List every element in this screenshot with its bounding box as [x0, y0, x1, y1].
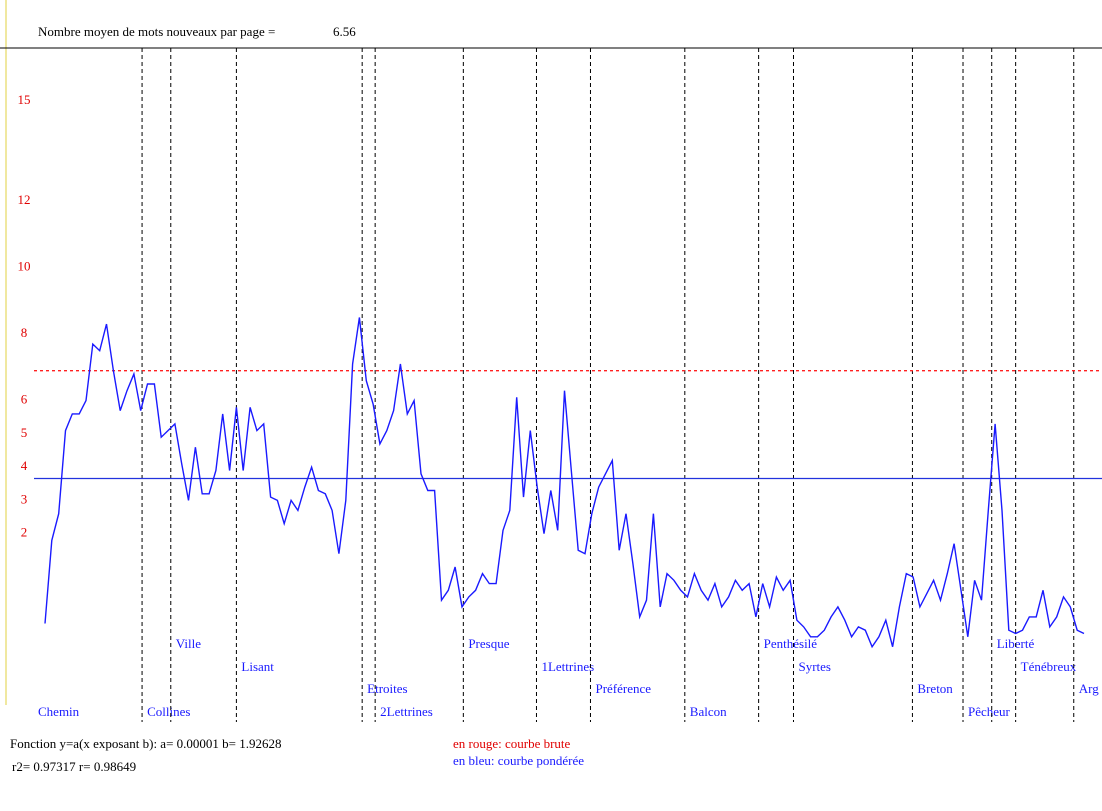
section-label: Collines	[147, 704, 190, 719]
y-tick-label: 4	[21, 458, 28, 473]
y-tick-label: 5	[21, 425, 28, 440]
section-label: Pêcheur	[968, 704, 1011, 719]
section-label: Préférence	[595, 681, 651, 696]
data-line	[45, 318, 1084, 647]
section-label: Penthésilé	[764, 636, 818, 651]
y-tick-label: 10	[18, 259, 31, 274]
section-label: Presque	[468, 636, 509, 651]
y-tick-label: 6	[21, 392, 28, 407]
legend-red: en rouge: courbe brute	[453, 736, 571, 751]
section-label: 1Lettrines	[541, 659, 594, 674]
function-text: Fonction y=a(x exposant b): a= 0.00001 b…	[10, 736, 282, 751]
section-label: Lisant	[241, 659, 274, 674]
section-label: Ténébreux	[1021, 659, 1077, 674]
section-label: Arg	[1079, 681, 1099, 696]
legend-blue: en bleu: courbe pondérée	[453, 753, 584, 768]
section-label: Etroites	[367, 681, 407, 696]
y-tick-label: 8	[21, 325, 28, 340]
section-label: Breton	[917, 681, 953, 696]
r-text: r2= 0.97317 r= 0.98649	[12, 759, 136, 774]
page: {"chart_data": { "type": "line", "mean_l…	[0, 0, 1102, 811]
y-tick-label: 2	[21, 525, 28, 540]
mean-label: Nombre moyen de mots nouveaux par page =	[38, 24, 275, 39]
section-label: Balcon	[690, 704, 727, 719]
section-label: Ville	[176, 636, 201, 651]
y-tick-label: 3	[21, 491, 28, 506]
section-label: Chemin	[38, 704, 80, 719]
y-tick-label: 12	[18, 192, 31, 207]
mean-value: 6.56	[333, 24, 356, 39]
y-tick-label: 15	[18, 92, 31, 107]
section-label: 2Lettrines	[380, 704, 433, 719]
chart: Nombre moyen de mots nouveaux par page =…	[0, 0, 1102, 811]
section-label: Syrtes	[798, 659, 831, 674]
